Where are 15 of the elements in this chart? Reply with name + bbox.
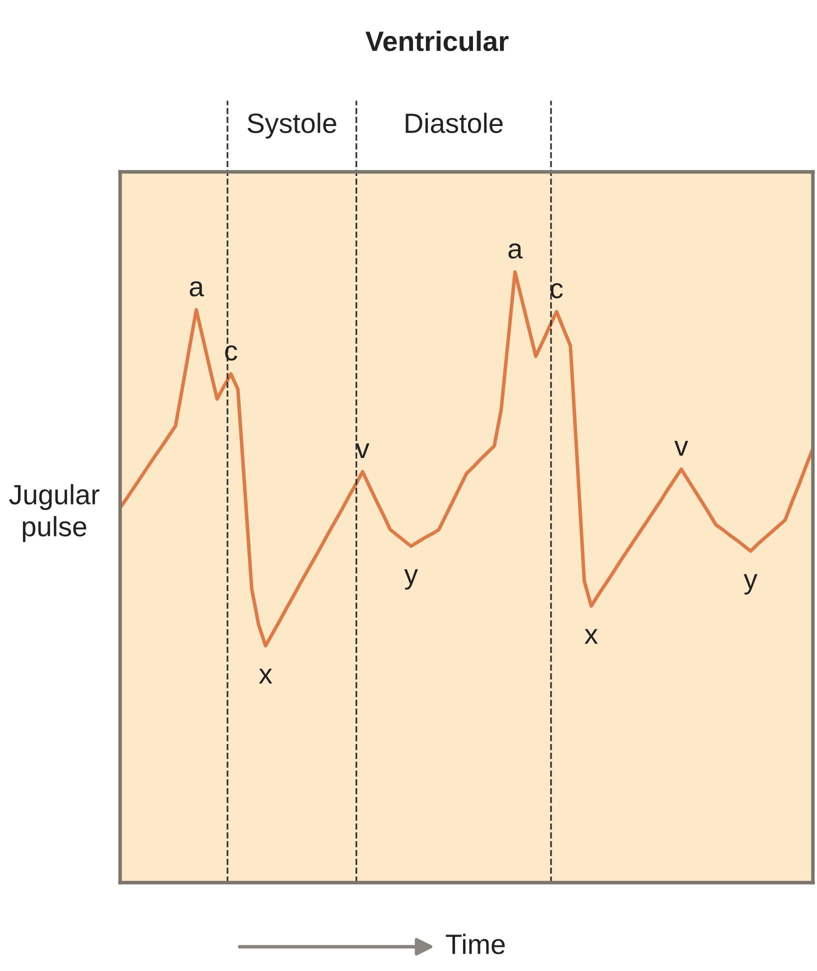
- text: Diastole: [406, 112, 503, 134]
- annotation: x: [584, 629, 598, 644]
- annotation: a: [508, 243, 523, 259]
- y-axis-title: Jugular pulse: [9, 484, 100, 542]
- annotation: a: [190, 281, 204, 296]
- annotation: c: [550, 283, 563, 298]
- annotation: x: [258, 668, 272, 684]
- text: Systole: [248, 112, 336, 139]
- annotation: v: [356, 443, 370, 458]
- annotation: v: [674, 440, 688, 456]
- annotation: y: [404, 569, 418, 590]
- annotation: c: [225, 345, 238, 361]
- text: Time: [446, 934, 505, 954]
- chart-title: Ventricular: [365, 30, 508, 52]
- annotation: y: [744, 574, 758, 595]
